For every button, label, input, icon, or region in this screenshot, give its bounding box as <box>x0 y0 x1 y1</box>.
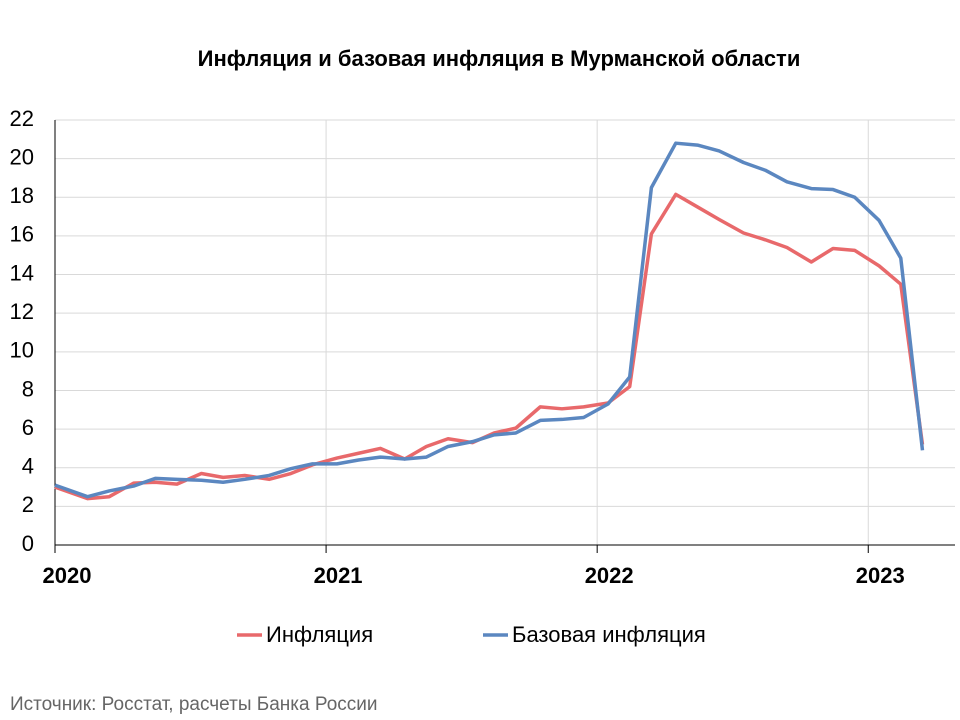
y-tick-label: 20 <box>10 144 34 169</box>
x-tick-label: 2022 <box>585 563 634 588</box>
y-tick-label: 12 <box>10 299 34 324</box>
y-tick-label: 0 <box>22 531 34 556</box>
y-tick-label: 8 <box>22 376 34 401</box>
y-tick-label: 22 <box>10 106 34 131</box>
legend-label: Базовая инфляция <box>512 622 706 647</box>
y-tick-label: 18 <box>10 183 34 208</box>
y-tick-label: 14 <box>10 260 34 285</box>
x-tick-label: 2020 <box>43 563 92 588</box>
y-tick-label: 2 <box>22 492 34 517</box>
legend-label: Инфляция <box>266 622 373 647</box>
line <box>54 141 925 499</box>
x-tick-label: 2023 <box>856 563 905 588</box>
x-tick-label: 2021 <box>314 563 363 588</box>
y-tick-label: 10 <box>10 338 34 363</box>
chart-title: Инфляция и базовая инфляция в Мурманской… <box>198 46 801 71</box>
line <box>54 192 925 501</box>
y-tick-label: 6 <box>22 415 34 440</box>
y-tick-label: 16 <box>10 222 34 247</box>
y-tick-label: 4 <box>22 454 34 479</box>
source: Источник: Росстат, расчеты Банка России <box>10 694 378 715</box>
